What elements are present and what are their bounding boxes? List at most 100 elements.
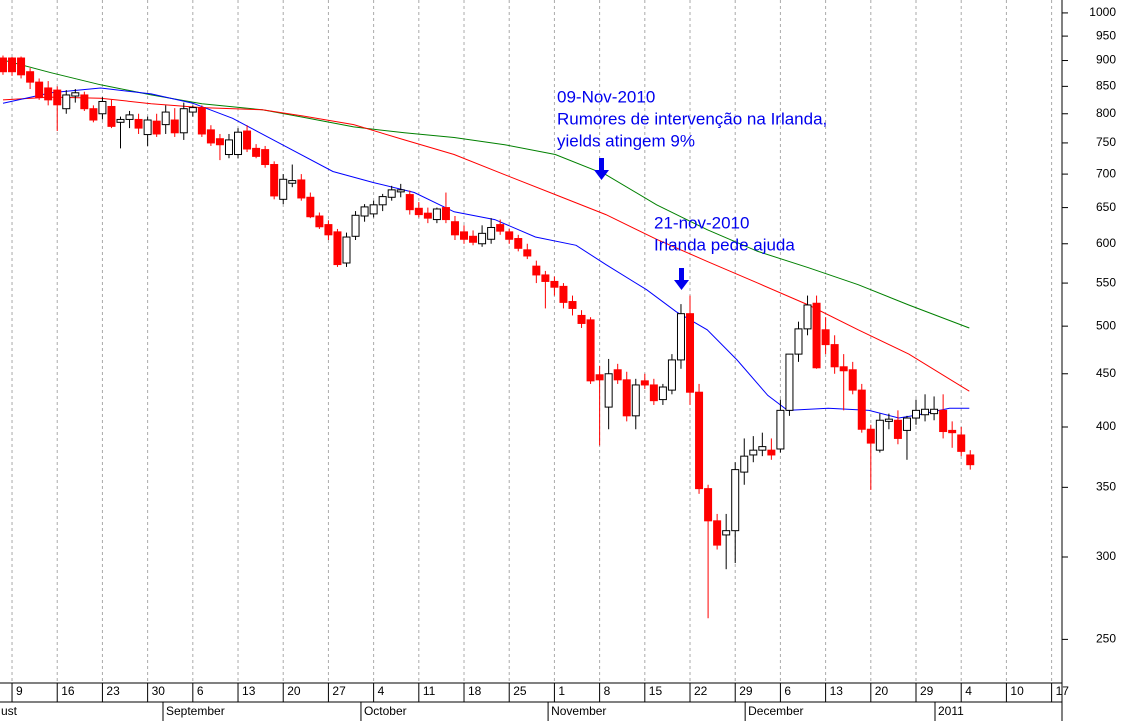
candle-body <box>695 391 704 490</box>
annotation-text: 09-Nov-2010 <box>557 87 655 106</box>
candle-body <box>866 428 875 444</box>
candle-body <box>188 107 197 113</box>
annotation-text: yields atingem 9% <box>557 131 695 150</box>
month-label: 2011 <box>938 704 964 718</box>
month-label: December <box>748 704 803 718</box>
candle-body <box>387 189 396 198</box>
annotation-text: 21-nov-2010 <box>654 213 749 232</box>
candle-body <box>821 329 830 346</box>
candle-body <box>270 164 279 197</box>
month-label: ust <box>1 704 18 718</box>
x-tick-label: 16 <box>61 684 75 698</box>
x-tick-label: 4 <box>965 684 972 698</box>
candle-body <box>170 119 179 134</box>
x-tick-label: 17 <box>1056 684 1070 698</box>
candle-body <box>884 418 893 422</box>
candle-body <box>396 189 405 193</box>
moving-averages <box>2 59 970 419</box>
candle-body <box>595 374 604 381</box>
x-tick-label: 11 <box>423 684 436 698</box>
candle-body <box>604 373 613 408</box>
candle-body <box>360 206 369 217</box>
candle-body <box>930 408 939 415</box>
x-tick-label: 29 <box>739 684 753 698</box>
candle-body <box>469 235 478 243</box>
y-tick-label: 800 <box>1096 106 1116 120</box>
candle-body <box>297 179 306 199</box>
candle-body <box>550 280 559 288</box>
candle-body <box>713 520 722 546</box>
candle-body <box>35 81 44 98</box>
candle-body <box>640 380 649 386</box>
y-tick-label: 900 <box>1096 53 1116 67</box>
moving-average <box>2 87 970 419</box>
x-tick-label: 27 <box>332 684 346 698</box>
x-tick-label: 1 <box>558 684 565 698</box>
candle-body <box>306 196 315 218</box>
x-tick-label: 4 <box>378 684 385 698</box>
candle-body <box>613 369 622 381</box>
x-tick-label: 6 <box>197 684 204 698</box>
candle-body <box>161 111 170 126</box>
candle-body <box>559 285 568 303</box>
y-tick-label: 250 <box>1096 632 1116 646</box>
candle-body <box>812 302 821 369</box>
candle-body <box>893 419 902 439</box>
y-tick-label: 400 <box>1096 419 1116 433</box>
x-tick-label: 22 <box>694 684 708 698</box>
x-tick-label: 20 <box>287 684 301 698</box>
candle-body <box>803 304 812 330</box>
candle-body <box>586 319 595 382</box>
y-tick-label: 600 <box>1096 236 1116 250</box>
candle-body <box>98 100 107 115</box>
candle-body <box>26 71 35 83</box>
candle-body <box>460 231 469 240</box>
candle-body <box>839 366 848 372</box>
candle-body <box>758 446 767 451</box>
candle-body <box>514 238 523 249</box>
candle-body <box>423 212 432 219</box>
candle-body <box>0 57 7 73</box>
candle-body <box>53 89 62 106</box>
candle-body <box>749 449 758 456</box>
candle-body <box>731 469 740 532</box>
candle-body <box>830 344 839 368</box>
candle-body <box>378 196 387 206</box>
y-tick-label: 650 <box>1096 200 1116 214</box>
month-label: October <box>364 704 407 718</box>
candle-body <box>342 236 351 264</box>
candle-body <box>704 488 713 522</box>
candle-body <box>496 224 505 232</box>
candle-body <box>631 384 640 417</box>
candle-body <box>80 94 89 110</box>
candle-body <box>107 105 116 127</box>
candle-body <box>152 120 161 135</box>
candle-body <box>875 419 884 451</box>
candle-body <box>722 530 731 536</box>
x-tick-label: 29 <box>920 684 934 698</box>
arrow <box>674 268 689 290</box>
candle-body <box>44 87 53 101</box>
candle-body <box>740 455 749 473</box>
candle-body <box>197 107 206 135</box>
candle-body <box>441 207 450 221</box>
x-tick-label: 25 <box>513 684 527 698</box>
month-label: November <box>551 704 606 718</box>
month-label: September <box>166 704 225 718</box>
candle-body <box>125 114 134 120</box>
annotations: 09-Nov-2010 Rumores de intervenção na Irl… <box>557 87 827 290</box>
candle-body <box>857 389 866 430</box>
candle-body <box>848 369 857 391</box>
candle-body <box>143 119 152 136</box>
candle-body <box>686 313 695 393</box>
candle-body <box>478 232 487 245</box>
candle-body <box>776 409 785 450</box>
candle-body <box>487 226 496 240</box>
y-tick-label: 950 <box>1096 28 1116 42</box>
candles <box>0 55 975 619</box>
candle-body <box>279 178 288 200</box>
candle-body <box>432 208 441 221</box>
candle-body <box>116 118 125 123</box>
moving-average <box>2 96 970 392</box>
candle-body <box>224 139 233 156</box>
